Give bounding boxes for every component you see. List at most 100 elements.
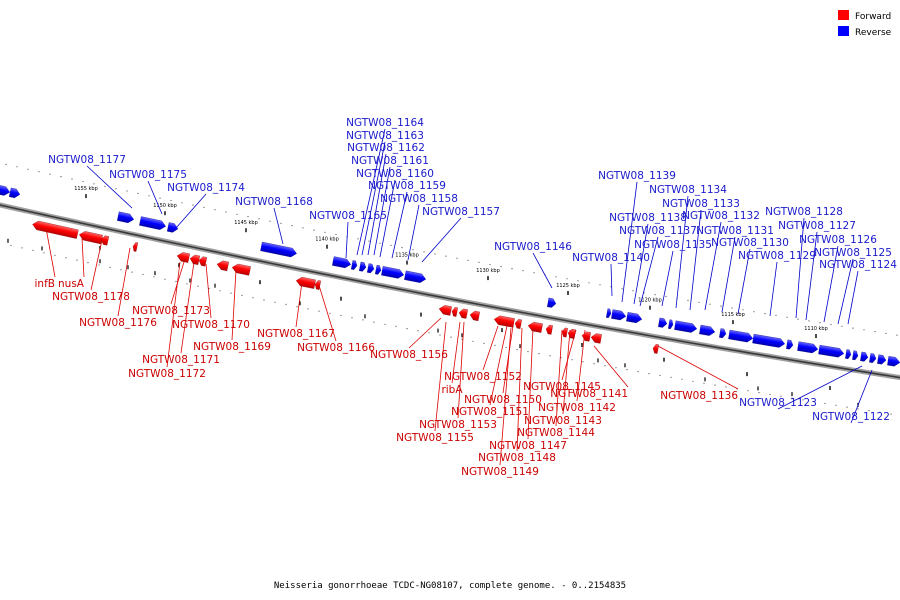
- gene-label-nusa[interactable]: nusA: [58, 278, 85, 290]
- reverse-gene-arrow[interactable]: [381, 266, 405, 279]
- reverse-gene-arrow[interactable]: [887, 356, 900, 367]
- gene-label-ngtw08-1144[interactable]: NGTW08_1144: [517, 427, 595, 439]
- gene-label-ngtw08-1123[interactable]: NGTW08_1123: [739, 397, 817, 409]
- reverse-gene-arrow[interactable]: [139, 216, 166, 231]
- reverse-gene-arrow[interactable]: [404, 270, 427, 284]
- gene-label-ngtw08-1143[interactable]: NGTW08_1143: [524, 415, 602, 427]
- reverse-gene-arrow[interactable]: [852, 350, 859, 361]
- reverse-gene-arrow[interactable]: [332, 256, 352, 269]
- forward-gene-arrow[interactable]: [527, 321, 543, 333]
- reverse-gene-arrow[interactable]: [117, 211, 135, 224]
- gene-label-ngtw08-1145[interactable]: NGTW08_1145: [523, 381, 601, 393]
- gene-label-ngtw08-1155[interactable]: NGTW08_1155: [396, 432, 474, 444]
- reverse-gene-arrow[interactable]: [869, 353, 877, 363]
- gene-label-ngtw08-1127[interactable]: NGTW08_1127: [778, 220, 856, 232]
- gene-label-ngtw08-1153[interactable]: NGTW08_1153: [419, 419, 497, 431]
- forward-gene-arrow[interactable]: [314, 280, 322, 290]
- gene-label-ngtw08-1170[interactable]: NGTW08_1170: [172, 319, 250, 331]
- forward-gene-arrow[interactable]: [514, 319, 522, 329]
- forward-gene-arrow[interactable]: [652, 344, 659, 354]
- reverse-gene-arrow[interactable]: [8, 187, 21, 199]
- reverse-gene-arrow[interactable]: [845, 349, 852, 359]
- forward-gene-arrow[interactable]: [458, 308, 468, 319]
- forward-gene-arrow[interactable]: [231, 263, 251, 276]
- forward-gene-arrow[interactable]: [451, 307, 458, 317]
- reverse-gene-arrow[interactable]: [658, 317, 668, 328]
- forward-gene-arrow[interactable]: [132, 242, 139, 252]
- forward-gene-arrow[interactable]: [567, 328, 576, 339]
- gene-label-ngtw08-1126[interactable]: NGTW08_1126: [799, 234, 877, 246]
- gene-label-ngtw08-1148[interactable]: NGTW08_1148: [478, 452, 556, 464]
- forward-gene-arrow[interactable]: [216, 260, 229, 272]
- gene-label-ngtw08-1138[interactable]: NGTW08_1138: [609, 212, 687, 224]
- forward-gene-arrow[interactable]: [493, 315, 515, 328]
- reverse-gene-arrow[interactable]: [752, 333, 785, 348]
- reverse-gene-arrow[interactable]: [0, 185, 11, 196]
- forward-gene-arrow[interactable]: [590, 333, 602, 344]
- gene-label-ngtw08-1172[interactable]: NGTW08_1172: [128, 368, 206, 380]
- gene-label-ngtw08-1133[interactable]: NGTW08_1133: [662, 198, 740, 210]
- gene-label-ngtw08-1176[interactable]: NGTW08_1176: [79, 317, 157, 329]
- gene-label-ngtw08-1124[interactable]: NGTW08_1124: [819, 259, 897, 271]
- gene-label-ngtw08-1157[interactable]: NGTW08_1157: [422, 206, 500, 218]
- forward-gene-arrow[interactable]: [32, 220, 79, 239]
- gene-label-ngtw08-1146[interactable]: NGTW08_1146: [494, 241, 572, 253]
- reverse-gene-arrow[interactable]: [350, 260, 358, 270]
- gene-label-ngtw08-1129[interactable]: NGTW08_1129: [738, 250, 816, 262]
- reverse-gene-arrow[interactable]: [877, 354, 887, 365]
- forward-gene-arrow[interactable]: [100, 235, 110, 246]
- gene-label-ngtw08-1152[interactable]: NGTW08_1152: [444, 371, 522, 383]
- reverse-gene-arrow[interactable]: [260, 241, 297, 258]
- gene-label-ngtw08-1142[interactable]: NGTW08_1142: [538, 402, 616, 414]
- gene-label-ngtw08-1161[interactable]: NGTW08_1161: [351, 155, 429, 167]
- gene-label-ngtw08-1136[interactable]: NGTW08_1136: [660, 390, 738, 402]
- gene-label-infb[interactable]: infB: [35, 278, 55, 290]
- gene-label-ngtw08-1158[interactable]: NGTW08_1158: [380, 193, 458, 205]
- reverse-gene-arrow[interactable]: [860, 351, 869, 362]
- reverse-gene-arrow[interactable]: [728, 329, 754, 343]
- reverse-gene-arrow[interactable]: [626, 312, 643, 324]
- gene-label-ngtw08-1134[interactable]: NGTW08_1134: [649, 184, 727, 196]
- reverse-gene-arrow[interactable]: [611, 309, 627, 321]
- reverse-gene-arrow[interactable]: [786, 339, 794, 350]
- reverse-gene-arrow[interactable]: [606, 308, 612, 319]
- forward-gene-arrow[interactable]: [78, 230, 103, 245]
- gene-label-ngtw08-1173[interactable]: NGTW08_1173: [132, 305, 210, 317]
- gene-label-ngtw08-1167[interactable]: NGTW08_1167: [257, 328, 335, 340]
- forward-gene-arrow[interactable]: [469, 310, 480, 321]
- gene-label-ngtw08-1151[interactable]: NGTW08_1151: [451, 406, 529, 418]
- gene-label-ngtw08-1149[interactable]: NGTW08_1149: [461, 466, 539, 478]
- gene-label-ngtw08-1168[interactable]: NGTW08_1168: [235, 196, 313, 208]
- gene-label-ngtw08-1159[interactable]: NGTW08_1159: [368, 180, 446, 192]
- gene-label-ngtw08-1156[interactable]: NGTW08_1156: [370, 349, 448, 361]
- gene-label-ngtw08-1130[interactable]: NGTW08_1130: [711, 237, 789, 249]
- gene-label-ngtw08-1165[interactable]: NGTW08_1165: [309, 210, 387, 222]
- gene-label-ngtw08-1174[interactable]: NGTW08_1174: [167, 182, 245, 194]
- reverse-gene-arrow[interactable]: [166, 222, 179, 233]
- gene-label-ngtw08-1163[interactable]: NGTW08_1163: [346, 130, 424, 142]
- gene-label-ngtw08-1175[interactable]: NGTW08_1175: [109, 169, 187, 181]
- gene-label-ngtw08-1139[interactable]: NGTW08_1139: [598, 170, 676, 182]
- forward-gene-arrow[interactable]: [438, 304, 452, 316]
- forward-gene-arrow[interactable]: [545, 324, 553, 335]
- gene-label-ngtw08-1132[interactable]: NGTW08_1132: [682, 210, 760, 222]
- gene-label-ngtw08-1128[interactable]: NGTW08_1128: [765, 206, 843, 218]
- gene-label-ngtw08-1140[interactable]: NGTW08_1140: [572, 252, 650, 264]
- gene-label-ngtw08-1150[interactable]: NGTW08_1150: [464, 394, 542, 406]
- reverse-gene-arrow[interactable]: [699, 324, 716, 336]
- forward-gene-arrow[interactable]: [295, 276, 316, 289]
- gene-label-ngtw08-1147[interactable]: NGTW08_1147: [489, 440, 567, 452]
- gene-label-ngtw08-1135[interactable]: NGTW08_1135: [634, 239, 712, 251]
- reverse-gene-arrow[interactable]: [367, 263, 375, 274]
- gene-label-ngtw08-1160[interactable]: NGTW08_1160: [356, 168, 434, 180]
- gene-label-ngtw08-1164[interactable]: NGTW08_1164: [346, 117, 424, 129]
- gene-label-ngtw08-1122[interactable]: NGTW08_1122: [812, 411, 890, 423]
- forward-gene-arrow[interactable]: [198, 256, 208, 267]
- gene-label-ngtw08-1166[interactable]: NGTW08_1166: [297, 342, 375, 354]
- gene-label-ngtw08-1162[interactable]: NGTW08_1162: [347, 142, 425, 154]
- gene-label-ngtw08-1125[interactable]: NGTW08_1125: [814, 247, 892, 259]
- gene-label-ngtw08-1137[interactable]: NGTW08_1137: [619, 225, 697, 237]
- gene-label-ngtw08-1141[interactable]: NGTW08_1141: [550, 388, 628, 400]
- reverse-gene-arrow[interactable]: [359, 261, 367, 272]
- reverse-gene-arrow[interactable]: [818, 344, 845, 358]
